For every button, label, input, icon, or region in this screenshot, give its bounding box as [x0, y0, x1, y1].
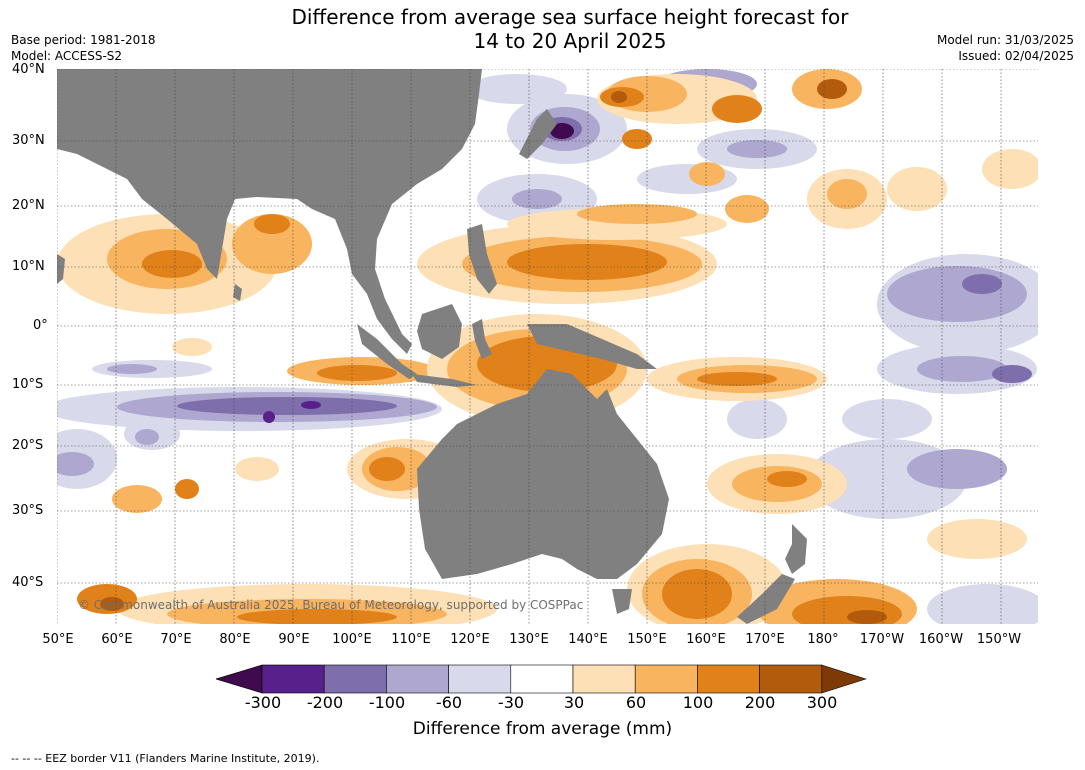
lon-label-150e: 150°E [627, 632, 667, 647]
lat-label-10n: 10°N [12, 259, 45, 274]
sulawesi-island [472, 319, 492, 359]
lon-label-60e: 60°E [101, 632, 133, 647]
lat-label-30n: 30°N [12, 133, 45, 148]
colorbar-tick-m200: -200 [306, 693, 344, 712]
sumatra-island [357, 324, 417, 379]
tasmania-island [612, 589, 632, 614]
colorbar-tick-100: 100 [682, 693, 714, 712]
colorbar-cells [216, 664, 867, 694]
lon-label-160w: 160°W [918, 632, 964, 647]
sri-lanka-island [233, 284, 242, 301]
map-title: Difference from average sea surface heig… [0, 5, 1085, 53]
colorbar-tick-300: 300 [806, 693, 838, 712]
colorbar-cell [510, 664, 574, 694]
indochina-landmass [347, 249, 412, 354]
base-period-text: Base period: 1981-2018 [11, 33, 156, 47]
meta-left: Base period: 1981-2018 Model: ACCESS-S2 [11, 32, 156, 64]
lat-label-30s: 30°S [12, 503, 44, 518]
java-island [412, 374, 477, 387]
lon-label-110e: 110°E [391, 632, 431, 647]
model-run-text: Model run: 31/03/2025 [936, 33, 1074, 47]
lat-label-40s: 40°S [12, 575, 44, 590]
colorbar-title: Difference from average (mm) [412, 719, 673, 739]
colorbar-cell [448, 664, 512, 694]
colorbar-tick-60: 60 [625, 693, 647, 712]
colorbar-cell [697, 664, 760, 694]
lon-label-170e: 170°E [745, 632, 785, 647]
colorbar-tick-m300: -300 [244, 693, 282, 712]
colorbar-tick-m100: -100 [368, 693, 406, 712]
colorbar-cell [386, 664, 449, 694]
madagascar-island [57, 254, 65, 284]
colorbar-cell [323, 664, 387, 694]
land-masses [57, 69, 807, 624]
sea-surface-height-map [57, 69, 1038, 624]
new-guinea-island [527, 324, 657, 369]
colorbar-arrow-high [821, 664, 867, 694]
japan-islands [519, 109, 557, 159]
issued-text: Issued: 02/04/2025 [958, 49, 1074, 63]
colorbar-tick-m30: -30 [497, 693, 525, 712]
lon-label-170w: 170°W [859, 632, 905, 647]
map-title-line1: Difference from average sea surface heig… [291, 5, 849, 29]
lon-label-50e: 50°E [42, 632, 74, 647]
lon-label-80e: 80°E [219, 632, 251, 647]
graticule [57, 69, 1038, 624]
eez-border-footnote: -- -- -- EEZ border V11 (Flanders Marine… [11, 752, 320, 765]
australia-landmass [417, 369, 669, 579]
lon-label-130e: 130°E [509, 632, 549, 647]
colorbar-tick-200: 200 [744, 693, 776, 712]
lat-label-20n: 20°N [12, 198, 45, 213]
map-title-line2: 14 to 20 April 2025 [473, 29, 667, 53]
colorbar-arrow-low [216, 664, 263, 694]
borneo-island [417, 304, 462, 359]
colorbar-cell [261, 664, 325, 694]
lat-label-20s: 20°S [12, 438, 44, 453]
lat-label-40n: 40°N [12, 62, 45, 77]
model-text: Model: ACCESS-S2 [11, 49, 123, 63]
lon-label-160e: 160°E [686, 632, 726, 647]
philippines-islands [467, 224, 497, 294]
lon-label-150w: 150°W [976, 632, 1022, 647]
new-zealand-south [737, 574, 795, 624]
colorbar-cell [572, 664, 636, 694]
negative-anomaly-field [57, 69, 1038, 624]
lon-label-120e: 120°E [450, 632, 490, 647]
meta-right: Model run: 31/03/2025 Issued: 02/04/2025 [937, 32, 1074, 64]
copyright-notice: © Commonwealth of Australia 2025, Bureau… [78, 598, 584, 612]
colorbar-tick-m60: -60 [435, 693, 463, 712]
lat-label-equator: 0° [33, 318, 48, 333]
lat-label-10s: 10°S [12, 377, 44, 392]
colorbar-tick-30: 30 [563, 693, 585, 712]
lon-label-180: 180° [807, 632, 839, 647]
colorbar-cell [759, 664, 823, 694]
asia-landmass [57, 69, 482, 279]
lon-label-90e: 90°E [278, 632, 310, 647]
map-canvas [57, 69, 1038, 624]
lon-label-70e: 70°E [160, 632, 192, 647]
lon-label-140e: 140°E [568, 632, 608, 647]
colorbar [216, 664, 867, 694]
colorbar-cell [634, 664, 698, 694]
lon-label-100e: 100°E [332, 632, 372, 647]
new-zealand-north [785, 524, 807, 574]
